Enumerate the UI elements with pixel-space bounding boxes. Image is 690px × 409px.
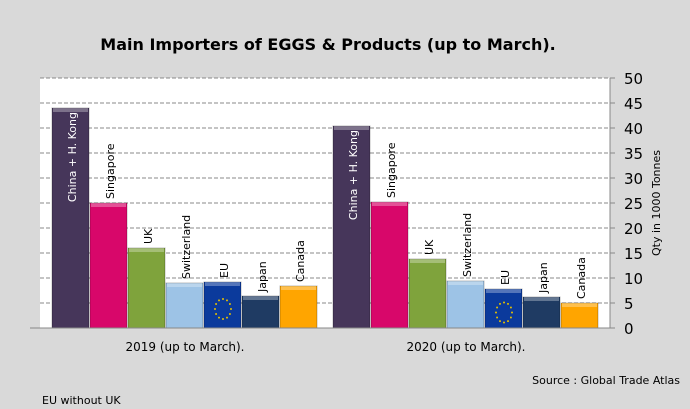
eu-star [218, 299, 220, 302]
eu-star [503, 301, 505, 304]
bar-highlight [205, 282, 240, 286]
bar-label: Singapore [104, 143, 117, 199]
bar-label: Japan [537, 262, 550, 294]
eu-star [222, 318, 224, 320]
bar [408, 258, 447, 329]
y-tick-label: 20 [624, 220, 643, 238]
y-tick-label: 10 [624, 270, 643, 288]
bar-highlight [167, 283, 202, 287]
y-tick-label: 0 [624, 320, 634, 338]
y-tick-label: 25 [624, 195, 643, 213]
bar [522, 296, 561, 329]
bar [89, 202, 128, 329]
chart-title: Main Importers of EGGS & Products (up to… [100, 35, 555, 54]
bar [446, 280, 485, 329]
eu-star [222, 298, 224, 300]
y-tick-label: 15 [624, 245, 643, 263]
bar-label: Canada [575, 257, 588, 299]
eu-star [230, 308, 232, 310]
bar-highlight [410, 259, 445, 263]
bar-highlight [53, 108, 88, 112]
eu-star [499, 320, 501, 323]
bar-highlight [281, 286, 316, 290]
bar-label: UK [142, 228, 155, 244]
bar-highlight [334, 126, 369, 130]
eu-star [215, 303, 218, 305]
eu-star [509, 306, 512, 309]
bar-label: Switzerland [180, 215, 193, 279]
eu-star [496, 316, 499, 319]
bar-highlight [448, 281, 483, 285]
eu-star [507, 302, 509, 305]
x-tick-label: 2020 (up to March). [406, 340, 525, 354]
bar-label: China + H. Kong [347, 130, 360, 220]
bar [332, 125, 371, 329]
bar [127, 247, 166, 329]
y-axis-label: Qty in 1000 Tonnes [650, 150, 663, 256]
eu-star [226, 316, 228, 319]
bar [484, 288, 523, 329]
bar-label: Switzerland [461, 213, 474, 277]
eu-star [496, 306, 499, 309]
eu-star [214, 308, 216, 310]
bar [165, 282, 204, 329]
bar-highlight [91, 203, 126, 207]
y-tick-label: 40 [624, 120, 643, 138]
bar-label: China + H. Kong [66, 112, 79, 202]
footnote: EU without UK [42, 394, 121, 407]
bar-highlight [486, 289, 521, 293]
eu-star [218, 316, 220, 319]
bar-highlight [372, 202, 407, 206]
y-tick-label: 45 [624, 95, 643, 113]
bar-label: EU [218, 263, 231, 278]
eu-star [228, 313, 231, 315]
eu-star [511, 311, 513, 314]
bar [241, 295, 280, 329]
bar [560, 302, 599, 329]
bar-label: Singapore [385, 142, 398, 198]
bar [279, 285, 318, 329]
y-tick-label: 50 [624, 70, 643, 88]
bar-label: EU [499, 270, 512, 285]
y-tick-label: 30 [624, 170, 643, 188]
y-tick-label: 35 [624, 145, 643, 163]
eu-star [509, 316, 512, 319]
eu-star [507, 320, 509, 323]
bar-label: Japan [256, 261, 269, 293]
eu-star [503, 321, 505, 324]
bar-label: UK [423, 239, 436, 255]
eu-star [228, 303, 231, 305]
bar-highlight [243, 296, 278, 300]
bar [203, 281, 242, 329]
bar [370, 201, 409, 329]
eu-star [226, 299, 228, 302]
bar-highlight [129, 248, 164, 252]
bar-highlight [562, 303, 597, 307]
bar-highlight [524, 297, 559, 301]
source-text: Source : Global Trade Atlas [532, 374, 680, 387]
y-tick-label: 5 [624, 295, 634, 313]
eu-star [215, 313, 218, 315]
eu-star [499, 302, 501, 305]
bar-label: Canada [294, 240, 307, 282]
eu-star [495, 311, 497, 314]
x-tick-label: 2019 (up to March). [125, 340, 244, 354]
